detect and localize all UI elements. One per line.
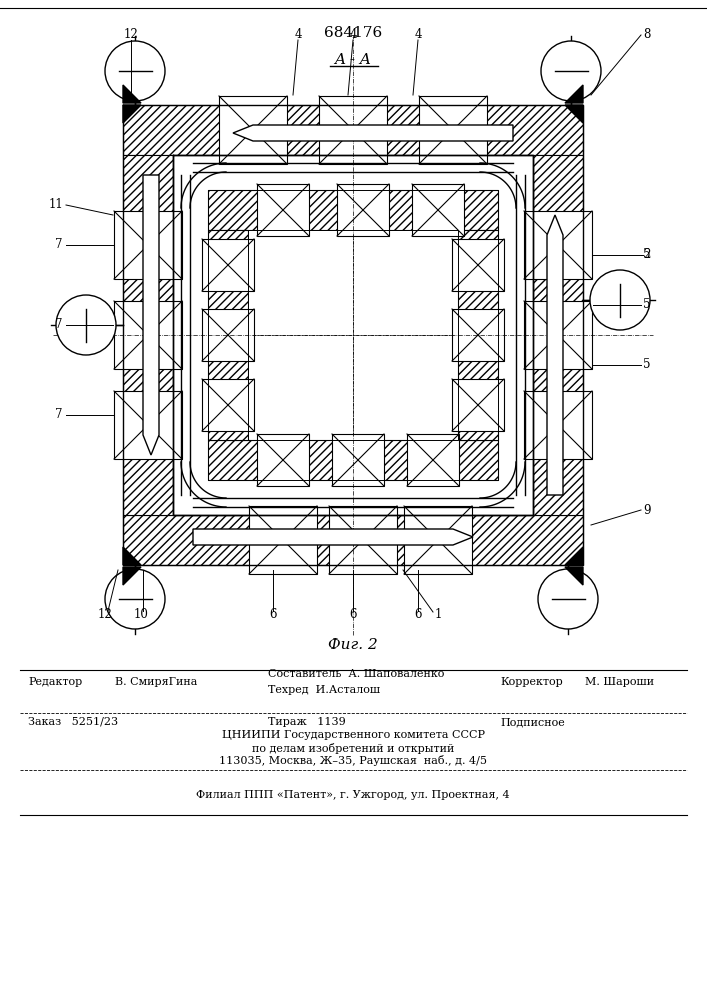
Text: 9: 9 <box>643 504 650 516</box>
Polygon shape <box>404 506 472 574</box>
Polygon shape <box>565 85 583 103</box>
Text: 11: 11 <box>48 198 63 212</box>
Polygon shape <box>143 175 159 455</box>
Polygon shape <box>123 85 141 103</box>
Polygon shape <box>452 309 504 361</box>
Polygon shape <box>233 125 513 141</box>
Polygon shape <box>332 434 384 486</box>
Polygon shape <box>257 184 309 236</box>
Text: ЦНИИПИ Государственного комитета СССР: ЦНИИПИ Государственного комитета СССР <box>221 730 484 740</box>
Text: Составитель  А. Шаповаленко: Составитель А. Шаповаленко <box>268 669 445 679</box>
Polygon shape <box>249 231 457 439</box>
Polygon shape <box>565 547 583 565</box>
Text: 12: 12 <box>98 608 112 621</box>
Text: 12: 12 <box>124 28 139 41</box>
Circle shape <box>56 295 116 355</box>
Polygon shape <box>202 309 254 361</box>
Text: 7: 7 <box>56 408 63 422</box>
Polygon shape <box>123 567 141 585</box>
Polygon shape <box>123 515 583 565</box>
Text: 7: 7 <box>56 318 63 332</box>
Text: 8: 8 <box>643 28 650 41</box>
Text: 4: 4 <box>349 28 357 41</box>
Polygon shape <box>407 434 459 486</box>
Text: 4: 4 <box>294 28 302 41</box>
Polygon shape <box>114 301 182 369</box>
Polygon shape <box>123 105 583 155</box>
Text: 6: 6 <box>414 608 422 621</box>
Text: Подписное: Подписное <box>500 717 565 727</box>
Text: Фиг. 2: Фиг. 2 <box>328 638 378 652</box>
Polygon shape <box>173 155 533 515</box>
Circle shape <box>590 270 650 330</box>
Text: 6: 6 <box>349 608 357 621</box>
Polygon shape <box>452 239 504 291</box>
Circle shape <box>541 41 601 101</box>
Text: М. Шароши: М. Шароши <box>585 677 654 687</box>
Text: 2: 2 <box>643 248 650 261</box>
Polygon shape <box>419 96 487 164</box>
Polygon shape <box>193 529 473 545</box>
Circle shape <box>105 41 165 101</box>
Polygon shape <box>337 184 389 236</box>
Text: 113035, Москва, Ж–35, Раушская  наб., д. 4/5: 113035, Москва, Ж–35, Раушская наб., д. … <box>219 756 487 766</box>
Text: Тираж   1139: Тираж 1139 <box>268 717 346 727</box>
Polygon shape <box>114 211 182 279</box>
Circle shape <box>538 569 598 629</box>
Text: Заказ   5251/23: Заказ 5251/23 <box>28 717 118 727</box>
Polygon shape <box>114 391 182 459</box>
Text: Редактор: Редактор <box>28 677 82 687</box>
Polygon shape <box>123 547 141 565</box>
Polygon shape <box>202 239 254 291</box>
Text: Корректор: Корректор <box>500 677 563 687</box>
Polygon shape <box>329 506 397 574</box>
Text: 5: 5 <box>643 248 650 261</box>
Text: 4: 4 <box>414 28 422 41</box>
Text: В. СмиряГина: В. СмиряГина <box>115 677 197 687</box>
Text: 7: 7 <box>56 238 63 251</box>
Polygon shape <box>319 96 387 164</box>
Circle shape <box>105 569 165 629</box>
Polygon shape <box>533 155 583 515</box>
Text: Техред  И.Асталош: Техред И.Асталош <box>268 685 380 695</box>
Polygon shape <box>452 379 504 431</box>
Polygon shape <box>524 391 592 459</box>
Text: 6: 6 <box>269 608 276 621</box>
Polygon shape <box>524 301 592 369</box>
Polygon shape <box>202 379 254 431</box>
Polygon shape <box>123 105 141 123</box>
Text: 10: 10 <box>134 608 148 621</box>
Polygon shape <box>565 105 583 123</box>
Polygon shape <box>547 215 563 495</box>
Polygon shape <box>524 211 592 279</box>
Polygon shape <box>123 155 173 515</box>
Polygon shape <box>412 184 464 236</box>
Polygon shape <box>208 230 248 440</box>
Polygon shape <box>208 440 498 480</box>
Polygon shape <box>565 567 583 585</box>
Polygon shape <box>208 190 498 230</box>
Polygon shape <box>219 96 287 164</box>
Text: A - A: A - A <box>334 53 371 67</box>
Text: 684176: 684176 <box>324 26 382 40</box>
Text: Филиал ППП «Патент», г. Ужгород, ул. Проектная, 4: Филиал ППП «Патент», г. Ужгород, ул. Про… <box>196 790 510 800</box>
Text: по делам изобретений и открытий: по делам изобретений и открытий <box>252 742 454 754</box>
Polygon shape <box>257 434 309 486</box>
Polygon shape <box>249 506 317 574</box>
Text: 5: 5 <box>643 359 650 371</box>
Text: 5: 5 <box>643 298 650 312</box>
Polygon shape <box>458 230 498 440</box>
Text: 1: 1 <box>434 608 442 621</box>
